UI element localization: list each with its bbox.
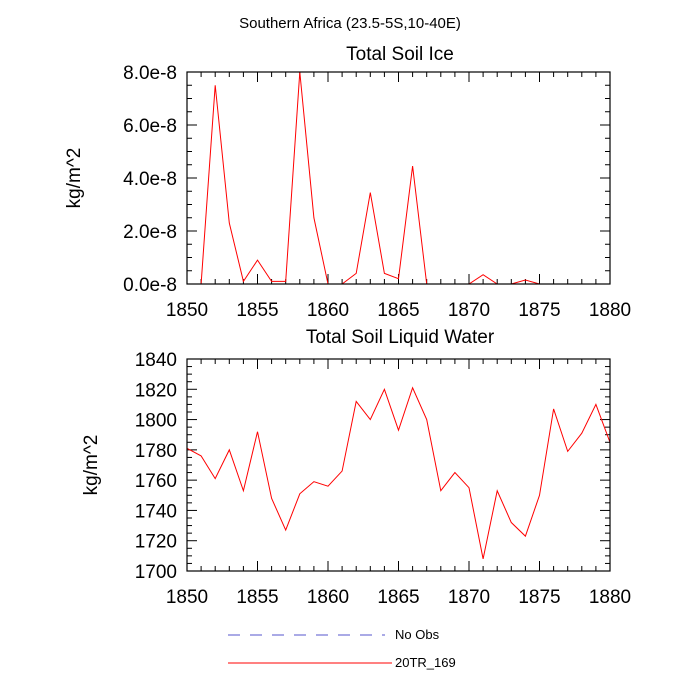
y-tick-label: 1800 <box>135 411 177 432</box>
x-tick-label: 1875 <box>518 300 560 321</box>
y-tick-label: 1760 <box>135 471 177 492</box>
y-tick-label: 1780 <box>135 441 177 462</box>
y-tick-label: 1840 <box>135 350 177 371</box>
legend-label: No Obs <box>395 627 440 642</box>
legend: No Obs 20TR_169 <box>228 627 456 670</box>
x-tick-label: 1870 <box>448 300 490 321</box>
x-tick-label: 1865 <box>377 587 419 608</box>
panel-soil-liquid-water: Total Soil Liquid Water kg/m^2 1850 1855 1… <box>81 327 631 608</box>
figure-title: Southern Africa (23.5-5S,10-40E) <box>239 15 461 32</box>
x-tick-label: 1860 <box>307 300 349 321</box>
series-line-20tr-169 <box>187 71 610 285</box>
x-tick-label: 1860 <box>307 587 349 608</box>
y-tick-label: 2.0e-8 <box>123 222 177 243</box>
x-tick-label: 1855 <box>236 587 278 608</box>
panel-soil-ice: Total Soil Ice kg/m^2 1850 1855 1860 1865 18… <box>64 44 631 321</box>
x-tick-label: 1870 <box>448 587 490 608</box>
y-tick-label: 0.0e-8 <box>123 275 177 296</box>
x-tick-label: 1865 <box>377 300 419 321</box>
legend-item-20tr-169: 20TR_169 <box>228 655 456 670</box>
y-tick-label: 1740 <box>135 501 177 522</box>
panel-title: Total Soil Liquid Water <box>306 327 495 348</box>
legend-item-no-obs: No Obs <box>228 627 440 642</box>
x-tick-label: 1875 <box>518 587 560 608</box>
legend-label: 20TR_169 <box>395 655 456 670</box>
y-axis-label: kg/m^2 <box>81 435 102 496</box>
y-tick-label: 1720 <box>135 532 177 553</box>
series-line-20tr-169 <box>186 386 611 559</box>
x-tick-label: 1880 <box>589 300 631 321</box>
panel-title: Total Soil Ice <box>346 44 454 65</box>
y-tick-label: 8.0e-8 <box>123 63 177 84</box>
y-tick-label: 1820 <box>135 380 177 401</box>
y-axis-label: kg/m^2 <box>64 148 85 209</box>
x-tick-label: 1850 <box>166 587 208 608</box>
x-tick-label: 1855 <box>236 300 278 321</box>
plot-frame <box>186 358 611 572</box>
y-tick-label: 6.0e-8 <box>123 116 177 137</box>
plot-frame <box>186 71 611 285</box>
y-tick-label: 1700 <box>135 562 177 583</box>
x-tick-label: 1880 <box>589 587 631 608</box>
y-tick-label: 4.0e-8 <box>123 169 177 190</box>
x-tick-label: 1850 <box>166 300 208 321</box>
